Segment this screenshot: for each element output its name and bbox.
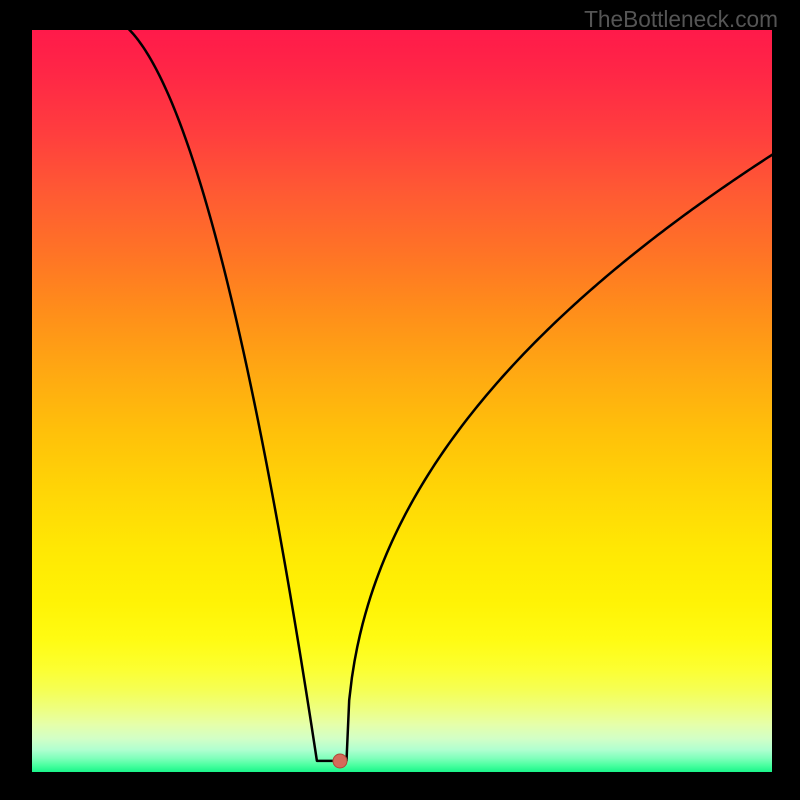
minimum-marker-dot <box>332 753 347 768</box>
bottleneck-curve <box>32 30 772 772</box>
plot-area <box>32 30 772 772</box>
watermark-text: TheBottleneck.com <box>584 6 778 33</box>
